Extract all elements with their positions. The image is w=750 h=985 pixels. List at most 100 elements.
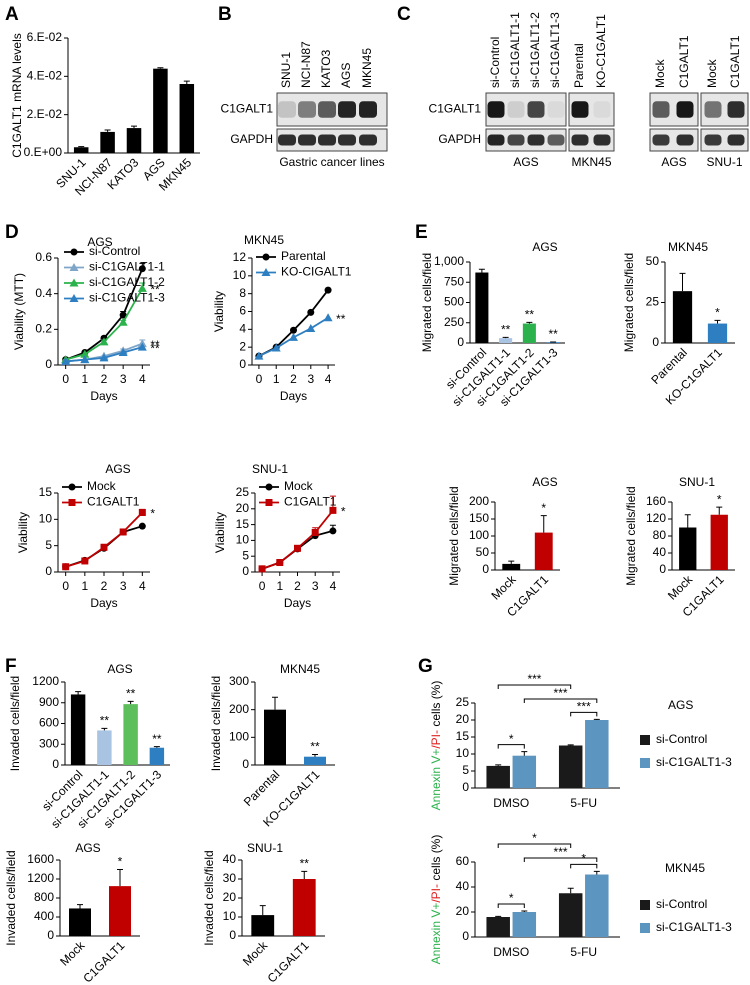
x-tick-label: 1 [273,372,280,386]
bar [304,756,326,765]
bar [109,886,131,936]
y-tick-label: 15 [456,729,470,743]
error-bar [567,887,574,894]
x-tick-label: 1 [81,372,88,386]
x-tick-label: 0 [62,372,69,386]
group-label: AGS [513,155,538,169]
x-tick-label: 0 [62,579,69,593]
error-bar [127,700,134,705]
marker [254,351,264,360]
group-label: AGS [661,155,686,169]
legend-swatch [640,900,650,910]
y-tick-label: 60 [456,854,470,868]
bracket [497,843,572,848]
y-tick-label: 100 [229,730,249,744]
significance: ** [300,857,310,871]
y-tick-label: 0 [659,562,666,576]
significance: * [118,855,123,869]
x-tick-label: 3 [120,372,127,386]
legend-swatch [640,758,650,768]
significance: * [541,501,546,515]
blot-band [507,101,525,118]
y-tick-label: 0 [652,335,659,349]
bracket [523,698,598,703]
blot-band [338,134,356,146]
marker [62,563,70,571]
error-bar [131,125,137,129]
bar [69,908,91,936]
lane-label: KATO3 [319,49,333,88]
x-tick-label: DMSO [493,945,529,959]
y-tick-label: 25 [646,295,660,309]
y-tick-label: 0 [45,564,52,578]
marker [329,506,337,514]
bar [558,893,583,937]
y-tick-label: 0 [482,562,489,576]
legend-label: si-C1GALT1-3 [89,291,165,305]
x-tick-label: 1 [81,579,88,593]
error-bar [521,910,528,912]
bracket [570,711,598,717]
lane-label: C1GALT1 [677,35,691,88]
bar [100,131,115,153]
row-label: GAPDH [438,132,481,146]
marker [323,313,333,322]
significance: * [532,831,537,845]
marker [271,343,281,352]
significance: *** [554,686,568,700]
y-tick-label: 0 [52,757,59,771]
y-tick-label: 0 [45,357,52,371]
legend-label: KO-CIGALT1 [281,265,352,279]
significance: * [581,852,586,866]
significance: ** [150,338,160,352]
chart-title: AGS [532,240,557,254]
lane-label: Mock [705,58,719,88]
legend-label: C1GALT1 [87,495,140,509]
blot-band [652,134,670,146]
x-tick-label: C1GALT1 [265,938,312,985]
y-tick-label: 80 [653,528,667,542]
lane-label: NCI-N87 [299,41,313,88]
y-axis-label: Viability (MTT) [12,273,26,350]
legend-label: si-Control [656,732,707,746]
bar [672,291,693,343]
bar [149,747,165,765]
y-tick-label: 25 [456,695,470,709]
panel-letter: G [418,656,433,677]
lane-label: KO-C1GALT1 [594,14,608,88]
error-bar [104,129,111,132]
x-tick-label: 2 [101,372,108,386]
bar [710,514,728,570]
bar [73,147,89,153]
x-tick-label: 3 [307,372,314,386]
bracket [523,857,598,862]
y-tick-label: 100 [469,528,489,542]
legend-label: Mock [284,479,314,493]
y-tick-label: 25 [236,485,250,499]
y-tick-label: 2.E-02 [27,107,63,121]
error-bar [117,869,123,887]
error-bar [521,751,528,756]
x-tick-label: Mock [240,938,271,969]
panel-letter: F [5,656,17,677]
series-line [261,509,334,570]
error-bar [183,80,190,84]
y-axis-label: Invaded cells/field [8,676,22,771]
y-tick-label: 10 [233,268,247,282]
marker [69,294,79,302]
error-bar [540,515,547,533]
x-tick-label: 1 [276,579,283,593]
y-tick-label: 4.E-02 [27,69,63,83]
x-tick-label: 3 [120,579,127,593]
marker [69,263,79,271]
y-axis-label-part: cells (%) [429,835,443,884]
lane-label: AGS [339,63,353,88]
axis [254,493,340,573]
error-bar [593,718,600,720]
marker [80,349,90,358]
marker [70,248,78,256]
blot-band [676,134,694,146]
marker [138,508,146,516]
x-tick-label: 4 [325,372,332,386]
